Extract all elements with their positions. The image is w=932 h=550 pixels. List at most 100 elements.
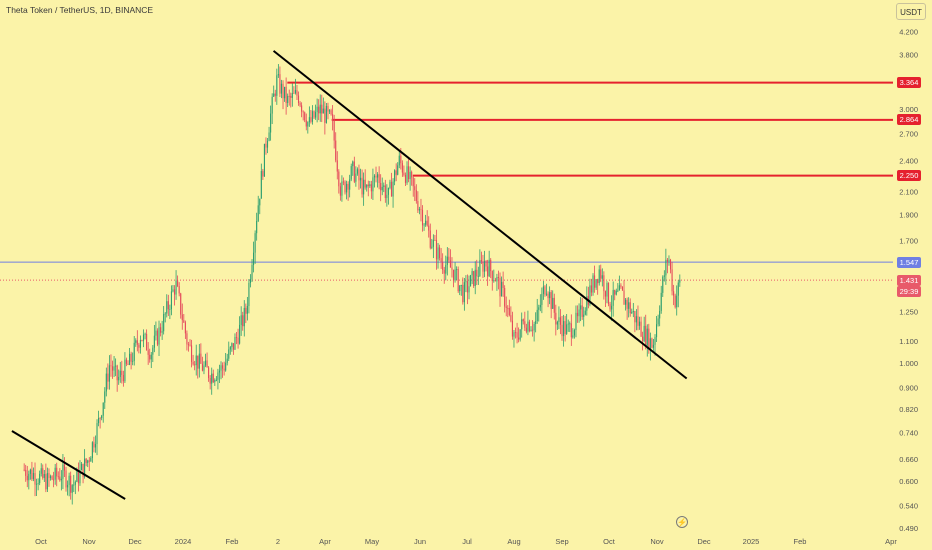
candle-body (173, 289, 176, 295)
candle-body (315, 112, 317, 118)
candle-body (90, 458, 92, 462)
candle-body (536, 309, 538, 321)
candle-body (578, 309, 580, 317)
candle-body (421, 209, 424, 226)
candle-body (586, 296, 588, 311)
candle-body (364, 179, 366, 188)
candle-body (274, 93, 276, 96)
candle-body (570, 323, 572, 338)
candle-body (412, 177, 414, 187)
candle-body (273, 93, 275, 97)
candle-body (645, 325, 647, 346)
trendline[interactable] (272, 50, 688, 380)
candle-body (575, 312, 577, 331)
candle-body (361, 177, 363, 195)
candle-body (88, 460, 90, 462)
candle-body (460, 285, 462, 286)
x-tick-label: Dec (697, 537, 711, 546)
candle-body (553, 297, 555, 313)
candle-body (104, 391, 106, 403)
candle-body (217, 372, 219, 380)
candle-body (43, 474, 45, 478)
x-tick-label: Sep (555, 537, 568, 546)
candle-body (442, 261, 444, 270)
candle-body (60, 478, 62, 481)
candle-body (501, 281, 503, 297)
candle-body (387, 187, 389, 195)
candle-body (373, 175, 376, 178)
candle-body (294, 90, 296, 94)
candle-body (96, 423, 98, 445)
candle-body (652, 344, 655, 348)
x-tick-label: Nov (82, 537, 96, 546)
candle-body (195, 355, 197, 366)
candle-body (301, 105, 303, 112)
candle-body (172, 289, 174, 292)
candle-body (178, 286, 180, 294)
candle-body (51, 476, 53, 480)
candle-body (110, 365, 112, 367)
candle-body (646, 328, 648, 346)
candle-body (144, 333, 146, 335)
candle-body (499, 277, 501, 297)
candle-body (37, 483, 39, 484)
candle-body (240, 315, 242, 325)
y-tick-label: 1.000 (899, 359, 918, 368)
candle-body (508, 307, 510, 316)
candle-body (558, 317, 560, 322)
candle-body (325, 106, 327, 123)
x-tick-label: Apr (885, 537, 897, 546)
y-tick-label: 3.800 (899, 50, 918, 59)
candle-body (307, 122, 309, 127)
lightning-icon[interactable]: ⚡ (676, 516, 688, 528)
candle-body (634, 311, 636, 323)
candle-body (130, 353, 132, 362)
candle-body (448, 256, 450, 261)
candle-body (358, 169, 360, 181)
candle-body (434, 239, 436, 241)
crosshair-price-badge: 1.547 (897, 256, 921, 268)
candle-body (353, 161, 355, 182)
currency-button[interactable]: USDT (896, 3, 926, 20)
candle-body (466, 281, 469, 293)
candle-body (338, 171, 340, 187)
candle-body (242, 315, 244, 327)
candle-body (257, 205, 259, 221)
candle-body (594, 275, 596, 288)
candle-body (164, 313, 166, 315)
candle-body (583, 314, 585, 317)
candle-body (623, 290, 625, 305)
countdown-badge: 29:39 (897, 285, 921, 297)
candle-body (359, 177, 362, 181)
candle-body (603, 275, 605, 292)
candle-body (122, 374, 124, 382)
candle-body (260, 171, 262, 199)
candle-body (111, 366, 114, 371)
candle-body (48, 473, 50, 478)
candle-body (380, 183, 382, 191)
trendline[interactable] (11, 430, 126, 500)
y-tick-label: 0.900 (899, 383, 918, 392)
candle-body (355, 173, 357, 182)
candle-body (471, 271, 473, 276)
candle-body (491, 271, 493, 281)
candle-body (496, 276, 498, 282)
candle-body (253, 252, 255, 266)
candle-body (189, 344, 191, 346)
candle-body (305, 120, 307, 127)
candle-body (346, 183, 348, 193)
resistance-badge-2: 2.864 (897, 114, 921, 126)
candle-body (186, 333, 188, 345)
candle-body (651, 338, 653, 348)
candle-body (480, 260, 482, 262)
candle-body (550, 292, 552, 309)
candle-body (502, 281, 504, 289)
candle-body (483, 260, 486, 272)
y-tick-label: 0.600 (899, 477, 918, 486)
candle-body (102, 402, 104, 416)
candle-body (158, 327, 160, 345)
candle-body (638, 321, 641, 326)
candle-body (516, 332, 518, 338)
candle-body (656, 324, 658, 338)
